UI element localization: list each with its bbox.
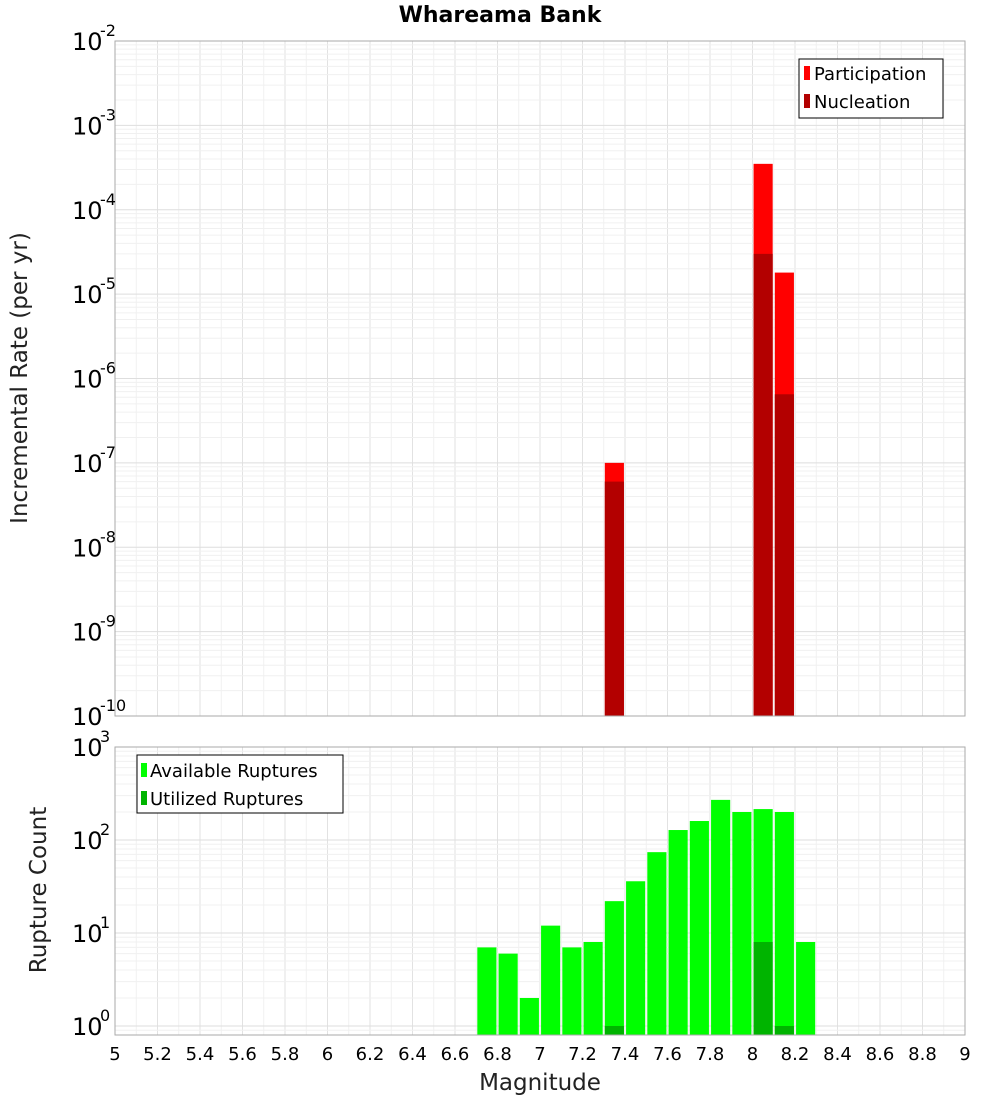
y-tick-exponent: -2 xyxy=(100,21,116,40)
x-tick-label: 5.4 xyxy=(186,1044,215,1065)
x-tick-label: 7.6 xyxy=(653,1044,682,1065)
x-tick-label: 7.8 xyxy=(696,1044,725,1065)
count-bar-available-ruptures xyxy=(732,812,752,1035)
y-tick-label: 10 xyxy=(72,703,103,731)
bottom-y-axis-title: Rupture Count xyxy=(26,807,52,973)
x-tick-label: 6 xyxy=(322,1044,333,1065)
count-bar-available-ruptures xyxy=(668,830,688,1035)
available-ruptures-legend-label: Available Ruptures xyxy=(150,761,318,782)
count-bar-available-ruptures xyxy=(774,812,794,1035)
utilized-ruptures-legend-label: Utilized Ruptures xyxy=(150,789,303,810)
nucleation-legend-swatch xyxy=(804,94,810,108)
y-tick-exponent: -6 xyxy=(100,359,116,378)
count-bar-available-ruptures xyxy=(519,997,539,1035)
count-bar-available-ruptures xyxy=(604,901,624,1035)
y-tick-label: 10 xyxy=(72,112,103,140)
x-tick-label: 8 xyxy=(747,1044,758,1065)
x-tick-labels: 5 5.2 5.4 5.6 5.8 6 6.2 6.4 6.6 6.8 7 7.2 7.4 7.6 7.8 8… xyxy=(109,1044,970,1065)
y-tick-exponent: 3 xyxy=(100,727,110,746)
y-tick-exponent: -3 xyxy=(100,105,116,124)
count-bar-available-ruptures xyxy=(626,881,646,1035)
y-tick-label: 10 xyxy=(72,197,103,225)
count-bar-available-ruptures xyxy=(647,852,667,1035)
x-tick-label: 7 xyxy=(534,1044,545,1065)
y-tick-label: 10 xyxy=(72,734,103,762)
count-bar-utilized-ruptures xyxy=(774,1025,794,1035)
x-tick-label: 5 xyxy=(109,1044,120,1065)
count-bar-available-ruptures xyxy=(796,942,816,1035)
y-tick-exponent: -9 xyxy=(100,612,116,631)
y-tick-exponent: -5 xyxy=(100,274,116,293)
rate-bar-nucleation xyxy=(604,481,624,716)
x-tick-label: 5.8 xyxy=(271,1044,300,1065)
x-tick-label: 6.4 xyxy=(398,1044,427,1065)
y-tick-label: 10 xyxy=(72,534,103,562)
y-tick-exponent: 1 xyxy=(100,913,110,932)
bottom-legend: Available Ruptures Utilized Ruptures xyxy=(136,754,344,814)
bottom-plot-frame xyxy=(114,746,966,1036)
x-tick-label: 5.2 xyxy=(143,1044,172,1065)
count-bar-available-ruptures xyxy=(711,799,731,1035)
count-bar-available-ruptures xyxy=(477,947,497,1035)
rate-bar-nucleation xyxy=(753,253,773,716)
x-tick-label: 7.2 xyxy=(568,1044,597,1065)
count-bar-available-ruptures xyxy=(562,947,582,1035)
top-legend: Participation Nucleation xyxy=(798,58,944,119)
y-tick-label: 10 xyxy=(72,366,103,394)
participation-legend-label: Participation xyxy=(814,64,926,85)
count-bar-utilized-ruptures xyxy=(753,942,773,1035)
chart-title: Whareama Bank xyxy=(399,3,603,28)
x-tick-label: 7.4 xyxy=(611,1044,640,1065)
x-tick-label: 6.8 xyxy=(483,1044,512,1065)
nucleation-legend-label: Nucleation xyxy=(814,92,910,113)
x-axis-title: Magnitude xyxy=(479,1070,601,1096)
x-tick-label: 8.2 xyxy=(781,1044,810,1065)
x-tick-label: 9 xyxy=(959,1044,970,1065)
y-tick-exponent: -8 xyxy=(100,527,116,546)
count-bar-available-ruptures xyxy=(541,925,561,1035)
count-bar-utilized-ruptures xyxy=(604,1025,624,1035)
x-tick-label: 6.2 xyxy=(356,1044,385,1065)
y-tick-exponent: -4 xyxy=(100,190,116,209)
top-plot-bars xyxy=(604,163,794,717)
x-tick-label: 8.6 xyxy=(866,1044,895,1065)
participation-legend-swatch xyxy=(804,66,810,80)
count-bar-available-ruptures xyxy=(498,953,518,1035)
y-tick-exponent: -10 xyxy=(100,696,126,715)
y-tick-exponent: 0 xyxy=(100,1006,110,1025)
y-tick-label: 10 xyxy=(72,28,103,56)
y-tick-exponent: 2 xyxy=(100,820,110,839)
top-plot-grid xyxy=(115,40,965,717)
y-tick-exponent: -7 xyxy=(100,443,116,462)
rate-bar-nucleation xyxy=(774,394,794,716)
y-tick-label: 10 xyxy=(72,1013,103,1041)
x-tick-label: 6.6 xyxy=(441,1044,470,1065)
top-y-axis-title: Incremental Rate (per yr) xyxy=(7,232,33,524)
top-plot-frame xyxy=(114,40,966,717)
top-legend-box xyxy=(798,58,944,119)
bottom-plot-bars xyxy=(477,799,816,1035)
utilized-ruptures-legend-swatch xyxy=(141,791,147,805)
count-bar-available-ruptures xyxy=(583,942,603,1035)
y-tick-label: 10 xyxy=(72,450,103,478)
x-tick-label: 5.6 xyxy=(228,1044,257,1065)
count-bar-available-ruptures xyxy=(689,821,709,1035)
available-ruptures-legend-swatch xyxy=(141,763,147,777)
y-tick-label: 10 xyxy=(72,827,103,855)
x-tick-label: 8.4 xyxy=(823,1044,852,1065)
y-tick-label: 10 xyxy=(72,281,103,309)
x-tick-label: 8.8 xyxy=(908,1044,937,1065)
y-tick-label: 10 xyxy=(72,920,103,948)
y-tick-label: 10 xyxy=(72,619,103,647)
bottom-legend-box xyxy=(136,754,344,814)
